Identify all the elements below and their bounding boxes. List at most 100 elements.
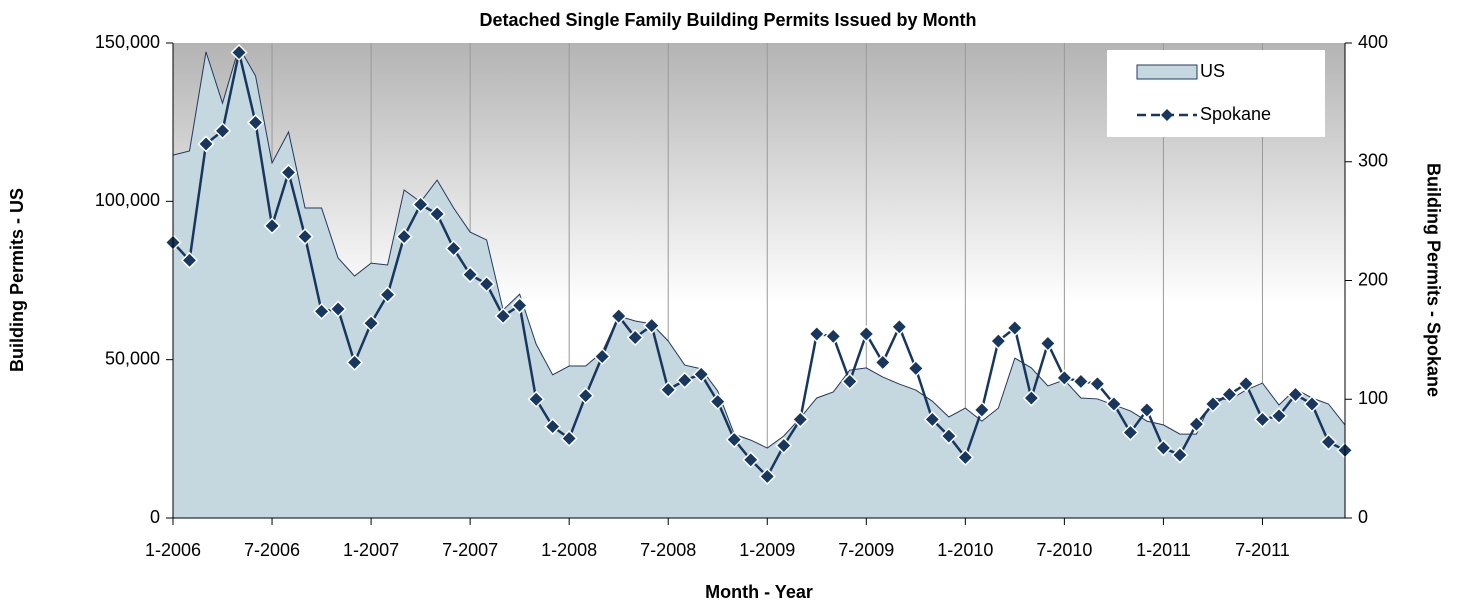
y-tick-label: 150,000	[95, 32, 160, 52]
y2-tick-label: 400	[1358, 32, 1388, 52]
marker	[841, 372, 859, 390]
x-tick-label: 7-2010	[1036, 540, 1092, 560]
marker	[1121, 423, 1139, 442]
marker	[1187, 415, 1206, 433]
marker	[544, 418, 562, 436]
y-tick-label: 100,000	[95, 190, 160, 210]
marker	[758, 467, 776, 485]
marker	[313, 302, 331, 320]
marker	[346, 353, 364, 371]
marker	[940, 427, 958, 445]
marker	[461, 266, 479, 284]
marker	[1319, 433, 1338, 451]
y2-tick-label: 200	[1358, 269, 1388, 289]
legend-swatch	[1136, 64, 1198, 80]
marker	[973, 401, 991, 419]
marker	[478, 275, 496, 293]
x-tick-label: 1-2007	[343, 540, 399, 560]
marker	[494, 307, 512, 325]
marker	[1105, 395, 1123, 413]
marker	[874, 353, 892, 371]
marker	[511, 296, 529, 314]
y-axis-title: Building Permits - US	[7, 188, 27, 372]
chart-title: Detached Single Family Building Permits …	[479, 10, 976, 30]
marker	[1220, 385, 1239, 404]
marker	[197, 135, 215, 153]
marker	[626, 328, 644, 347]
x-tick-label: 1-2009	[739, 540, 795, 560]
marker	[907, 359, 925, 377]
marker	[263, 217, 281, 235]
area	[173, 47, 1345, 518]
x-tick-label: 7-2007	[442, 540, 498, 560]
marker	[890, 318, 908, 336]
x-tick-label: 1-2010	[937, 540, 993, 560]
marker	[808, 325, 826, 343]
marker	[1303, 395, 1321, 413]
marker	[725, 431, 743, 449]
x-tick-label: 7-2009	[838, 540, 894, 560]
marker	[791, 410, 809, 428]
marker	[1253, 410, 1272, 428]
marker	[527, 390, 545, 408]
marker	[1055, 369, 1073, 387]
marker	[1171, 446, 1189, 464]
legend-marker	[1161, 109, 1173, 121]
y2-tick-label: 0	[1358, 507, 1368, 527]
y2-tick-label: 100	[1358, 388, 1388, 408]
marker	[659, 381, 677, 399]
marker	[230, 43, 248, 62]
marker	[1286, 385, 1305, 404]
marker	[742, 451, 760, 469]
marker	[362, 314, 380, 332]
marker	[213, 122, 232, 140]
y2-tick-label: 300	[1358, 151, 1388, 171]
marker	[824, 327, 842, 345]
x-tick-label: 7-2006	[244, 540, 300, 560]
marker	[989, 332, 1007, 350]
marker	[1072, 372, 1090, 390]
x-tick-label: 7-2008	[640, 540, 696, 560]
x-axis-title: Month - Year	[705, 582, 813, 602]
marker	[956, 448, 974, 466]
marker	[676, 371, 694, 389]
marker	[1237, 375, 1255, 393]
marker	[379, 286, 397, 304]
legend-label: Spokane	[1200, 104, 1271, 124]
marker	[1088, 375, 1106, 393]
marker	[577, 387, 595, 405]
marker	[560, 429, 578, 447]
marker	[643, 317, 661, 335]
x-tick-label: 1-2008	[541, 540, 597, 560]
marker	[857, 325, 875, 343]
marker	[428, 205, 446, 223]
marker	[709, 393, 727, 411]
marker	[395, 228, 413, 246]
marker	[1039, 334, 1057, 352]
marker	[692, 365, 710, 383]
marker	[1204, 395, 1222, 413]
marker	[1270, 407, 1288, 425]
marker	[412, 195, 430, 214]
marker	[610, 307, 628, 325]
marker	[1138, 401, 1156, 419]
marker	[180, 251, 199, 269]
marker	[296, 228, 314, 246]
marker	[445, 239, 463, 257]
marker	[593, 347, 611, 366]
line	[172, 52, 1346, 479]
y2-axis-title: Building Permits - Spokane	[1423, 163, 1443, 397]
marker	[1154, 439, 1172, 457]
marker	[246, 114, 265, 132]
legend-label: US	[1200, 61, 1225, 81]
marker	[923, 410, 941, 428]
y-tick-label: 0	[150, 507, 160, 527]
x-tick-label: 7-2011	[1235, 540, 1290, 560]
x-tick-label: 1-2006	[145, 540, 201, 560]
marker	[775, 437, 793, 455]
marker	[1006, 319, 1024, 337]
marker	[279, 163, 298, 181]
area-line	[172, 45, 1346, 449]
marker	[1022, 389, 1040, 407]
